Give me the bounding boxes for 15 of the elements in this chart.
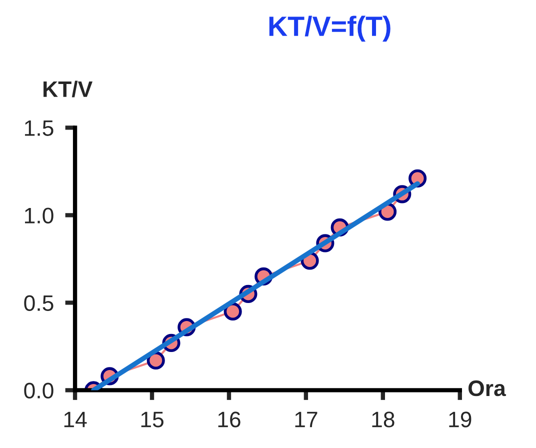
x-tick-label: 18 [372, 412, 394, 428]
y-tick-label: 1.0 [25, 208, 54, 224]
x-tick-label: 14 [64, 412, 87, 428]
y-axis-title: KT/V [44, 80, 92, 98]
y-tick-label: 0.5 [24, 295, 54, 311]
y-tick-label: 0.0 [24, 382, 54, 398]
chart-title: KT/V=f(T) [269, 16, 390, 42]
x-tick-label: 16 [218, 412, 240, 428]
x-tick-label: 15 [141, 412, 164, 428]
y-tick-label: 1.5 [25, 120, 54, 136]
point [146, 351, 165, 370]
point [224, 302, 242, 320]
x-tick-label: 19 [449, 412, 472, 428]
x-axis-title: Ora [468, 380, 506, 396]
x-tick-label: 17 [295, 412, 318, 428]
